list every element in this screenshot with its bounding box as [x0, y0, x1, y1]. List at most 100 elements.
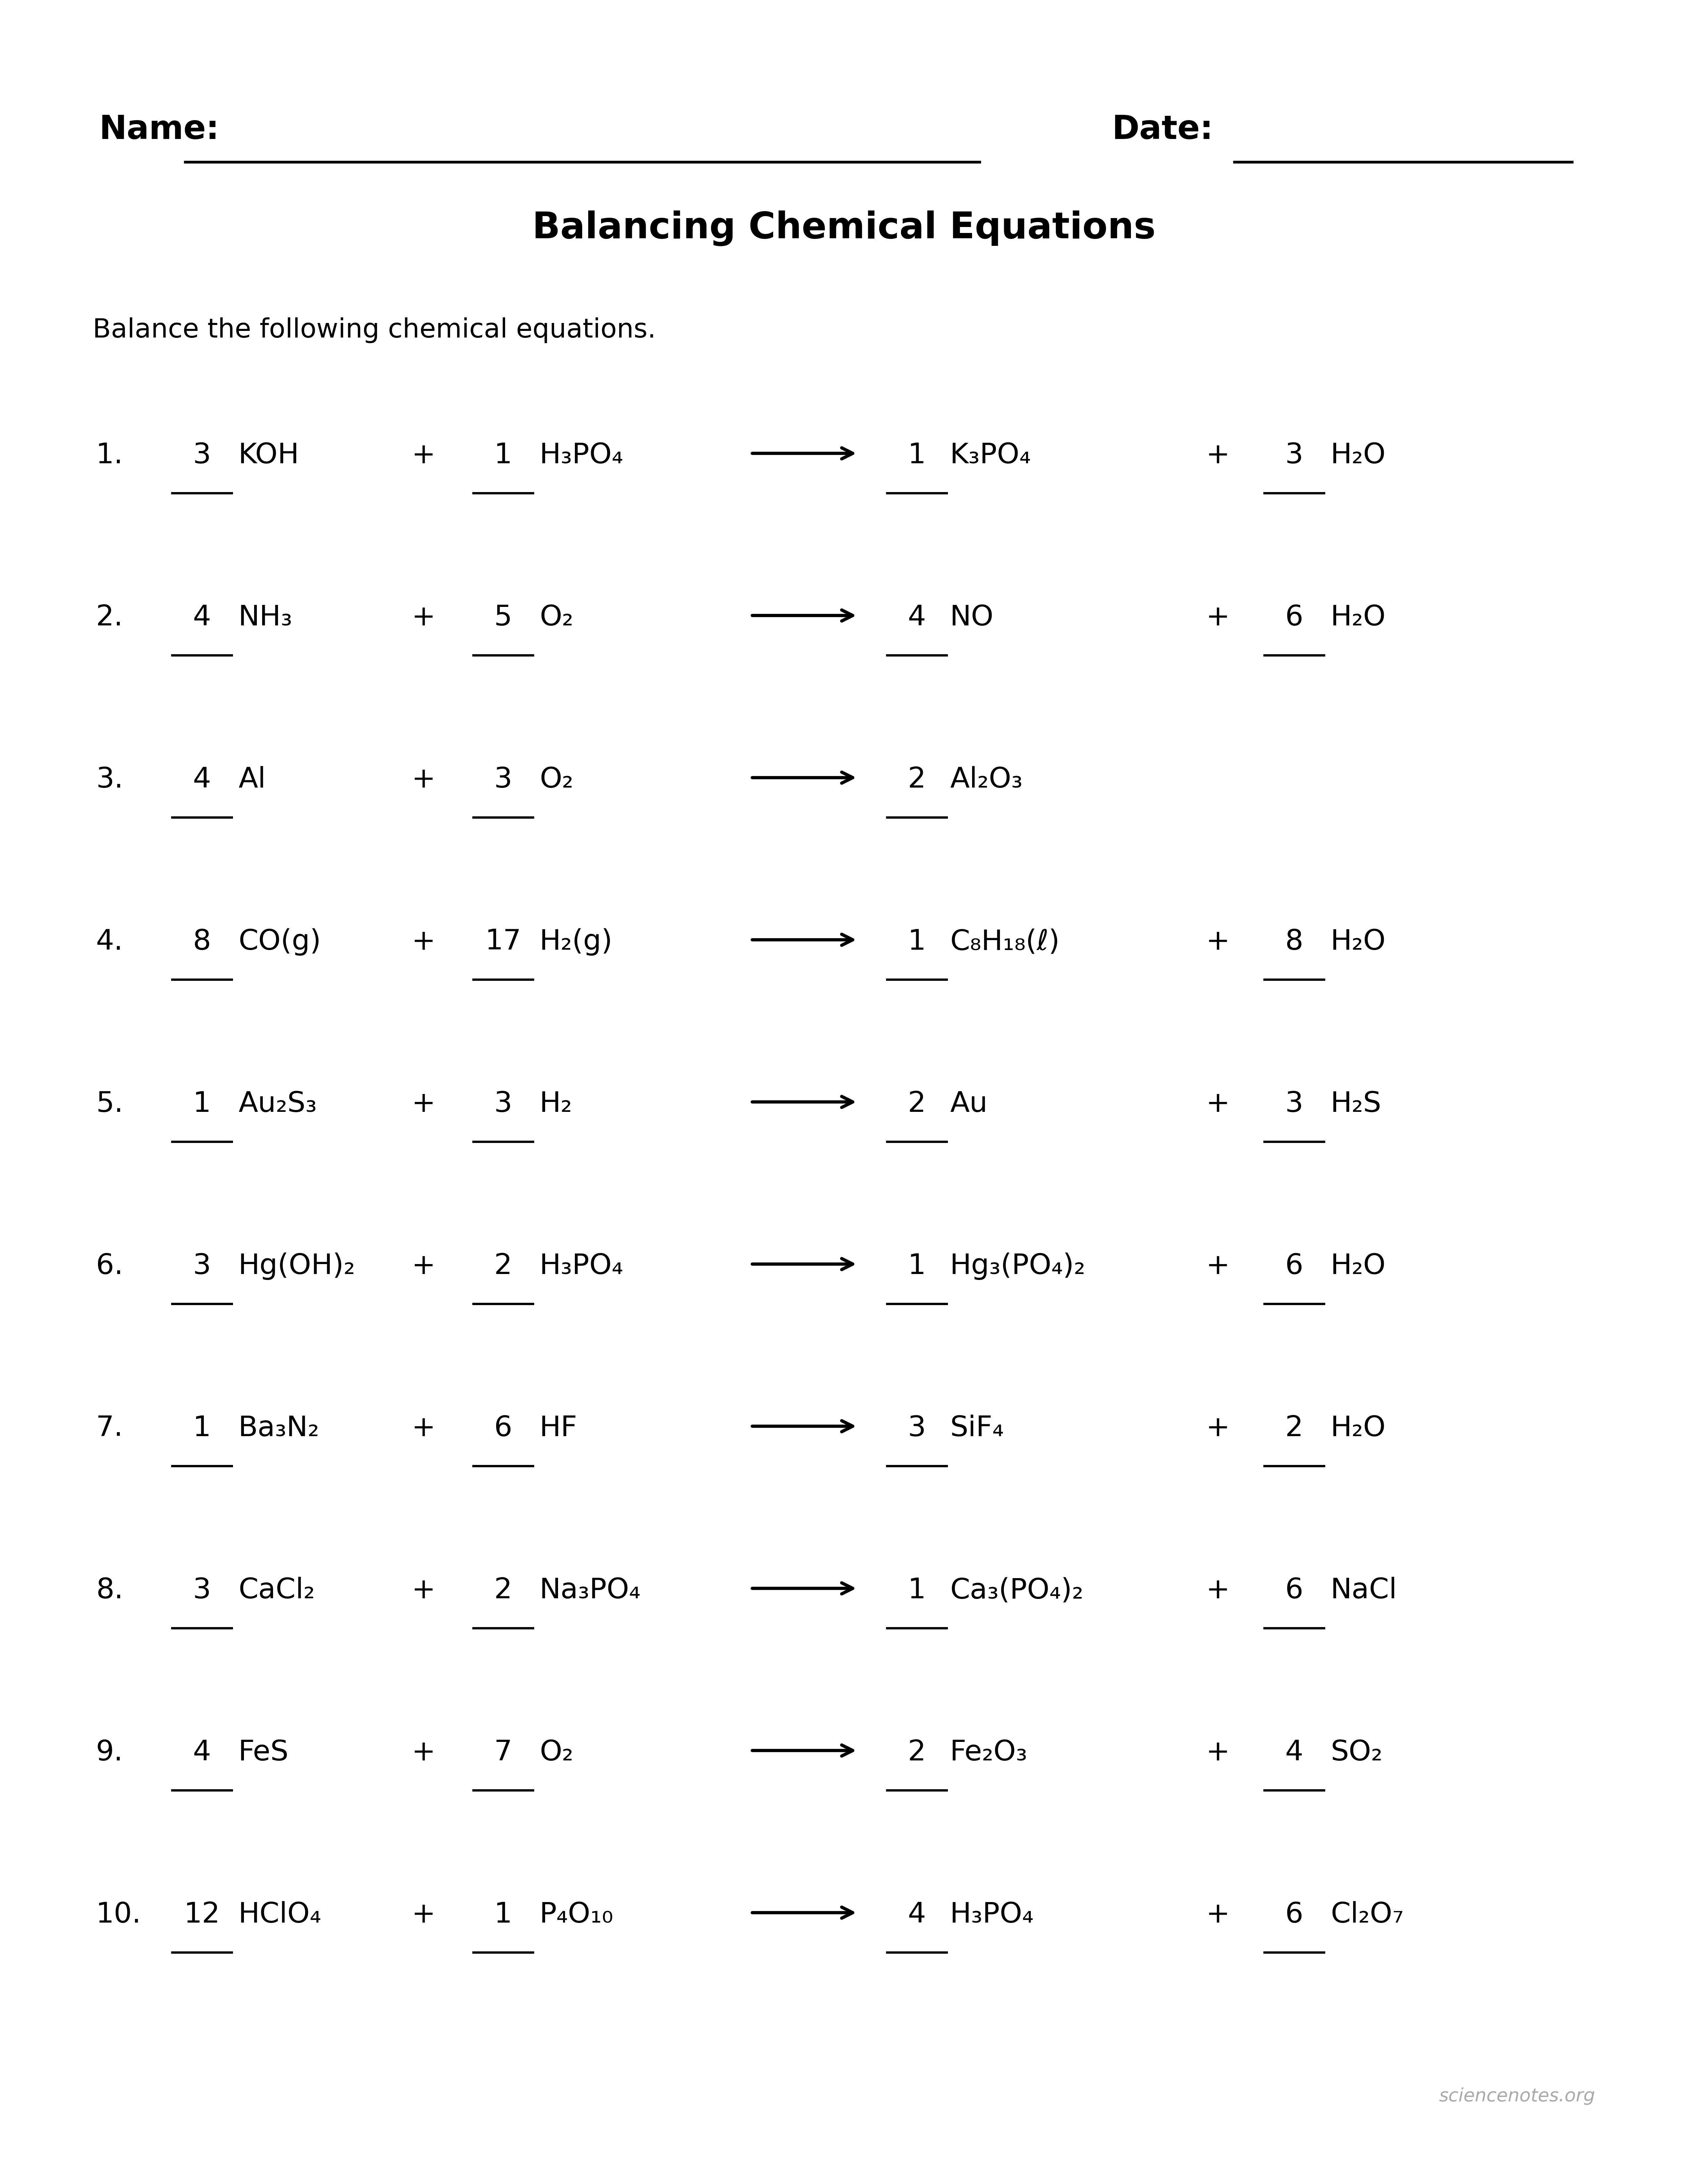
Text: Na₃PO₄: Na₃PO₄: [540, 1577, 641, 1605]
Text: H₂O: H₂O: [1330, 441, 1386, 470]
Text: 4: 4: [192, 605, 211, 631]
Text: 8: 8: [192, 928, 211, 957]
Text: 4: 4: [192, 767, 211, 793]
Text: 12: 12: [184, 1900, 219, 1928]
Text: 6: 6: [1285, 605, 1303, 631]
Text: H₂O: H₂O: [1330, 1251, 1386, 1280]
Text: +: +: [412, 1251, 436, 1280]
Text: Ca₃(PO₄)₂: Ca₃(PO₄)₂: [950, 1577, 1084, 1605]
Text: H₂O: H₂O: [1330, 605, 1386, 631]
Text: 3: 3: [192, 441, 211, 470]
Text: 1: 1: [908, 1577, 927, 1605]
Text: 2: 2: [495, 1251, 511, 1280]
Text: +: +: [1205, 1090, 1231, 1118]
Text: +: +: [412, 767, 436, 793]
Text: 1: 1: [908, 928, 927, 957]
Text: 2: 2: [495, 1577, 511, 1605]
Text: 10.: 10.: [96, 1900, 142, 1928]
Text: H₂: H₂: [540, 1090, 572, 1118]
Text: 2: 2: [1285, 1415, 1303, 1441]
Text: 4: 4: [908, 1900, 927, 1928]
Text: KOH: KOH: [238, 441, 299, 470]
Text: O₂: O₂: [540, 767, 574, 793]
Text: 8.: 8.: [96, 1577, 123, 1605]
Text: H₃PO₄: H₃PO₄: [540, 1251, 623, 1280]
Text: HClO₄: HClO₄: [238, 1900, 321, 1928]
Text: 2.: 2.: [96, 605, 123, 631]
Text: Balancing Chemical Equations: Balancing Chemical Equations: [532, 210, 1156, 247]
Text: C₈H₁₈(ℓ): C₈H₁₈(ℓ): [950, 928, 1060, 957]
Text: Ba₃N₂: Ba₃N₂: [238, 1415, 319, 1441]
Text: SO₂: SO₂: [1330, 1738, 1382, 1767]
Text: Balance the following chemical equations.: Balance the following chemical equations…: [93, 317, 657, 343]
Text: 6: 6: [1285, 1900, 1303, 1928]
Text: +: +: [1205, 441, 1231, 470]
Text: H₂O: H₂O: [1330, 1415, 1386, 1441]
Text: CO(g): CO(g): [238, 928, 321, 957]
Text: 4: 4: [1285, 1738, 1303, 1767]
Text: +: +: [412, 1738, 436, 1767]
Text: +: +: [1205, 1251, 1231, 1280]
Text: 1: 1: [192, 1090, 211, 1118]
Text: O₂: O₂: [540, 1738, 574, 1767]
Text: 2: 2: [908, 1738, 927, 1767]
Text: Date:: Date:: [1112, 114, 1214, 146]
Text: Cl₂O₇: Cl₂O₇: [1330, 1900, 1404, 1928]
Text: Name:: Name:: [100, 114, 219, 146]
Text: NaCl: NaCl: [1330, 1577, 1398, 1605]
Text: O₂: O₂: [540, 605, 574, 631]
Text: 3.: 3.: [96, 767, 123, 793]
Text: +: +: [1205, 1738, 1231, 1767]
Text: +: +: [1205, 1900, 1231, 1928]
Text: 3: 3: [908, 1415, 927, 1441]
Text: 8: 8: [1285, 928, 1303, 957]
Text: H₂(g): H₂(g): [540, 928, 613, 957]
Text: 2: 2: [908, 767, 927, 793]
Text: sciencenotes.org: sciencenotes.org: [1438, 2088, 1595, 2105]
Text: 5: 5: [495, 605, 511, 631]
Text: Au₂S₃: Au₂S₃: [238, 1090, 317, 1118]
Text: 6.: 6.: [96, 1251, 123, 1280]
Text: 1: 1: [495, 1900, 511, 1928]
Text: 1.: 1.: [96, 441, 123, 470]
Text: Hg(OH)₂: Hg(OH)₂: [238, 1251, 356, 1280]
Text: +: +: [1205, 605, 1231, 631]
Text: 1: 1: [192, 1415, 211, 1441]
Text: 3: 3: [1285, 1090, 1303, 1118]
Text: Al₂O₃: Al₂O₃: [950, 767, 1023, 793]
Text: 5.: 5.: [96, 1090, 123, 1118]
Text: 3: 3: [1285, 441, 1303, 470]
Text: +: +: [412, 928, 436, 957]
Text: H₃PO₄: H₃PO₄: [950, 1900, 1035, 1928]
Text: NH₃: NH₃: [238, 605, 292, 631]
Text: +: +: [1205, 1577, 1231, 1605]
Text: +: +: [1205, 1415, 1231, 1441]
Text: HF: HF: [540, 1415, 577, 1441]
Text: Au: Au: [950, 1090, 987, 1118]
Text: H₃PO₄: H₃PO₄: [540, 441, 623, 470]
Text: +: +: [412, 605, 436, 631]
Text: +: +: [412, 1577, 436, 1605]
Text: 7: 7: [495, 1738, 511, 1767]
Text: 3: 3: [495, 767, 511, 793]
Text: 3: 3: [192, 1251, 211, 1280]
Text: 6: 6: [1285, 1577, 1303, 1605]
Text: SiF₄: SiF₄: [950, 1415, 1004, 1441]
Text: H₂S: H₂S: [1330, 1090, 1381, 1118]
Text: 4: 4: [192, 1738, 211, 1767]
Text: +: +: [1205, 928, 1231, 957]
Text: P₄O₁₀: P₄O₁₀: [540, 1900, 613, 1928]
Text: H₂O: H₂O: [1330, 928, 1386, 957]
Text: Al: Al: [238, 767, 265, 793]
Text: FeS: FeS: [238, 1738, 289, 1767]
Text: 6: 6: [495, 1415, 511, 1441]
Text: 9.: 9.: [96, 1738, 123, 1767]
Text: 1: 1: [495, 441, 511, 470]
Text: 6: 6: [1285, 1251, 1303, 1280]
Text: 4.: 4.: [96, 928, 123, 957]
Text: 17: 17: [484, 928, 522, 957]
Text: +: +: [412, 1090, 436, 1118]
Text: 1: 1: [908, 441, 927, 470]
Text: 3: 3: [495, 1090, 511, 1118]
Text: +: +: [412, 441, 436, 470]
